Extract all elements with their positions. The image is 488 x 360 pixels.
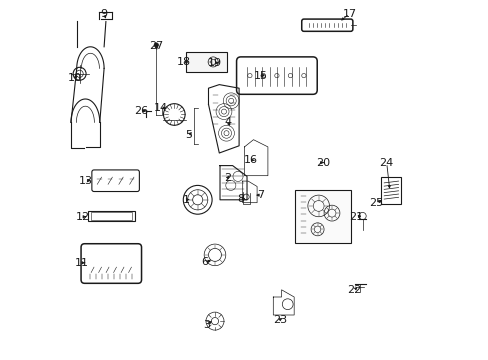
Text: 23: 23: [272, 315, 286, 325]
Text: 16: 16: [244, 155, 258, 165]
Text: 12: 12: [75, 212, 89, 222]
Text: 9: 9: [101, 9, 107, 19]
Bar: [294, 190, 350, 243]
Text: 2: 2: [223, 173, 230, 183]
Bar: [88, 211, 134, 221]
Text: 3: 3: [203, 320, 210, 330]
Text: 19: 19: [207, 58, 222, 68]
Bar: [381, 177, 401, 204]
Text: 22: 22: [346, 285, 361, 295]
Bar: [185, 52, 227, 72]
Text: 26: 26: [134, 106, 148, 116]
Text: 13: 13: [79, 176, 93, 186]
Text: 24: 24: [379, 158, 393, 168]
Text: 27: 27: [149, 41, 163, 51]
Text: 17: 17: [342, 9, 356, 19]
Bar: [91, 212, 132, 220]
Text: 21: 21: [348, 212, 363, 222]
Text: 5: 5: [185, 130, 192, 140]
Text: 4: 4: [224, 117, 231, 127]
Circle shape: [154, 43, 158, 47]
Text: 10: 10: [67, 73, 81, 84]
Text: 7: 7: [257, 190, 264, 200]
Text: 11: 11: [75, 258, 89, 268]
Text: 1: 1: [183, 195, 189, 205]
Text: 25: 25: [368, 198, 382, 208]
Text: 15: 15: [253, 71, 267, 81]
Text: 8: 8: [237, 194, 244, 204]
Text: 20: 20: [315, 158, 329, 168]
Text: 18: 18: [177, 57, 191, 67]
Text: 14: 14: [154, 103, 168, 113]
Text: 6: 6: [201, 257, 208, 267]
